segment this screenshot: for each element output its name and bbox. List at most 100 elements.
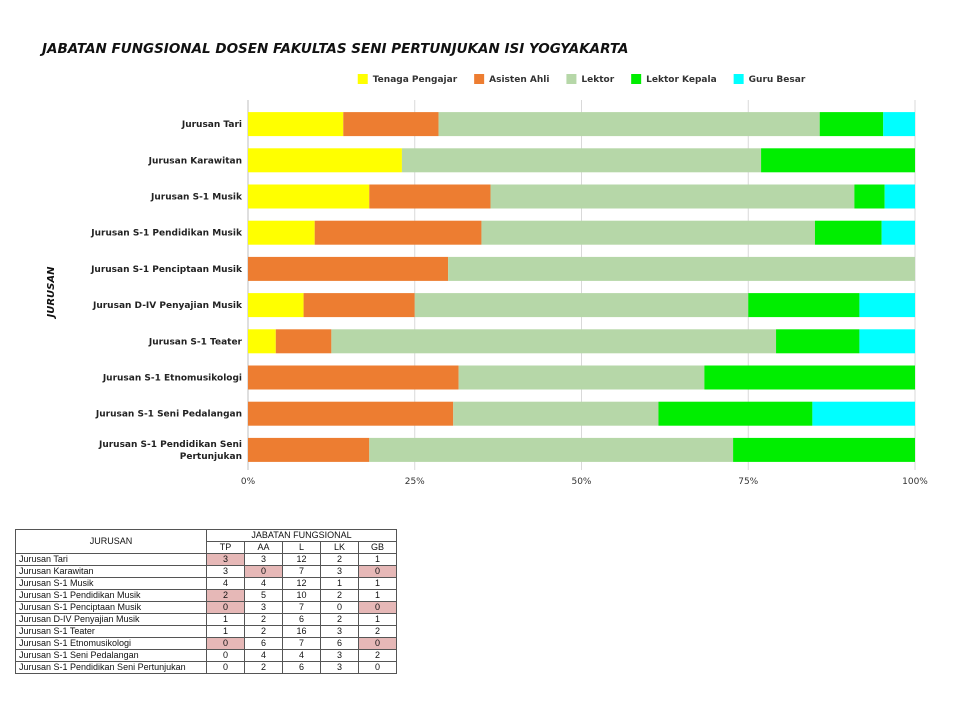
table-cell-value: 2: [320, 589, 359, 602]
data-table: JURUSAN JABATAN FUNGSIONAL TP AA L LK GB Jur…: [15, 529, 397, 674]
bar-segment-asisten-ahli: [369, 184, 491, 209]
table-column-header: L: [282, 541, 321, 554]
legend-item-lektor-kepala: Lektor Kepala: [631, 74, 717, 85]
table-row: Jurusan S-1 Pendidikan Seni Pertunjukan 0…: [15, 661, 397, 674]
bar-segment-lektor: [448, 256, 915, 281]
legend-item-tenaga-pengajar: Tenaga Pengajar: [357, 74, 458, 85]
table-column-header: LK: [320, 541, 359, 554]
legend-swatch: [474, 74, 485, 84]
x-tick-label: 0%: [241, 477, 256, 487]
table-cell-value: 3: [244, 553, 283, 566]
bars: [248, 112, 915, 462]
table-cell-value: 5: [244, 589, 283, 602]
bar-segment-lektor: [369, 437, 734, 462]
table-row: Jurusan Tari 3 3 12 2 1: [15, 553, 397, 566]
category-label: Jurusan S-1 Seni Pedalangan: [95, 410, 242, 420]
table-cell-value: 12: [282, 577, 321, 590]
table-row: Jurusan D-IV Penyajian Musik 1 2 6 2 1: [15, 613, 397, 626]
legend-label: Lektor Kepala: [646, 75, 716, 85]
table-cell-value: 6: [282, 661, 321, 674]
bar-segment-lektor: [453, 401, 659, 426]
table-cell-value: 3: [244, 601, 283, 614]
bar-segment-tenaga-pengajar: [248, 329, 276, 354]
bar-segment-lektor-kepala: [658, 401, 813, 426]
table-column-header: AA: [244, 541, 283, 554]
table-cell-value: 0: [206, 601, 245, 614]
table-cell-value: 1: [320, 577, 359, 590]
table-body: Jurusan Tari 3 3 12 2 1 Jurusan Karawitan 3 0 7 3 0…: [15, 553, 397, 674]
table-row: Jurusan S-1 Penciptaan Musik 0 3 7 0 0: [15, 601, 397, 614]
table-cell-value: 3: [320, 565, 359, 578]
table-cell-value: 3: [206, 553, 245, 566]
table-cell-value: 0: [206, 649, 245, 662]
bar-segment-lektor-kepala: [748, 293, 860, 318]
table-cell-value: 0: [206, 637, 245, 650]
table-cell-value: 2: [320, 553, 359, 566]
table-cell-value: 2: [206, 589, 245, 602]
table-cell-value: 3: [206, 565, 245, 578]
table-cell-value: 3: [320, 625, 359, 638]
bar-segment-asisten-ahli: [343, 112, 439, 137]
bar-segment-guru-besar: [883, 112, 915, 137]
bar-segment-asisten-ahli: [314, 220, 482, 245]
table-cell-value: 4: [244, 577, 283, 590]
bar-segment-guru-besar: [859, 329, 915, 354]
table-cell-jurusan: Jurusan Karawitan: [15, 565, 207, 578]
table-row: Jurusan S-1 Pendidikan Musik 2 5 10 2 1: [15, 589, 397, 602]
chart-title: JABATAN FUNGSIONAL DOSEN FAKULTAS SENI P…: [39, 41, 629, 57]
table-row: Jurusan S-1 Teater 1 2 16 3 2: [15, 625, 397, 638]
table-cell-jurusan: Jurusan S-1 Musik: [15, 577, 207, 590]
legend-label: Asisten Ahli: [489, 75, 549, 85]
legend-swatch: [566, 74, 577, 84]
bar-segment-lektor: [458, 365, 705, 390]
bar-segment-guru-besar: [881, 220, 915, 245]
category-label: Jurusan S-1 Teater: [148, 337, 243, 347]
bar-segment-lektor-kepala: [733, 437, 915, 462]
table-cell-value: 6: [282, 613, 321, 626]
table-cell-value: 0: [358, 601, 397, 614]
table-cell-value: 7: [282, 565, 321, 578]
bar-segment-asisten-ahli: [248, 365, 459, 390]
legend-swatch: [631, 74, 642, 84]
table-cell-value: 1: [358, 589, 397, 602]
bar-segment-tenaga-pengajar: [248, 293, 304, 318]
stacked-bar-chart: JABATAN FUNGSIONAL DOSEN FAKULTAS SENI P…: [39, 41, 928, 487]
legend-label: Tenaga Pengajar: [373, 75, 458, 85]
legend-item-lektor: Lektor: [566, 74, 615, 85]
bar-segment-tenaga-pengajar: [248, 184, 370, 209]
bar-segment-asisten-ahli: [248, 256, 449, 281]
table-cell-value: 1: [206, 613, 245, 626]
table-column-header: GB: [358, 541, 397, 554]
bar-segment-lektor-kepala: [814, 220, 882, 245]
bar-segment-lektor: [490, 184, 855, 209]
legend-item-asisten-ahli: Asisten Ahli: [474, 74, 549, 85]
bar-segment-lektor-kepala: [854, 184, 885, 209]
bar-segment-guru-besar: [859, 293, 915, 318]
table-cell-jurusan: Jurusan Tari: [15, 553, 207, 566]
bar-segment-lektor-kepala: [819, 112, 884, 137]
table-cell-jurusan: Jurusan S-1 Etnomusikologi: [15, 637, 207, 650]
y-axis-title: JURUSAN: [46, 266, 57, 320]
category-label: Jurusan S-1 Penciptaan Musik: [90, 265, 243, 275]
table-cell-value: 7: [282, 637, 321, 650]
category-labels: Jurusan Tari Jurusan Karawitan Jurusan S-1…: [90, 120, 243, 462]
table-row: Jurusan S-1 Seni Pedalangan 0 4 4 3 2: [15, 649, 397, 662]
category-label: Jurusan D-IV Penyajian Musik: [92, 301, 243, 311]
table-cell-value: 6: [244, 637, 283, 650]
category-label: Jurusan Karawitan: [148, 156, 242, 166]
category-label: Jurusan S-1 Musik: [150, 193, 243, 203]
x-tick-label: 25%: [405, 477, 425, 487]
table-cell-value: 1: [358, 553, 397, 566]
bar-segment-lektor-kepala: [704, 365, 915, 390]
table-row: Jurusan S-1 Etnomusikologi 0 6 7 6 0: [15, 637, 397, 650]
table-cell-value: 0: [206, 661, 245, 674]
x-axis-ticks: 0% 25% 50% 75% 100%: [241, 477, 928, 487]
legend-swatch: [733, 74, 744, 84]
table-cell-jurusan: Jurusan S-1 Penciptaan Musik: [15, 601, 207, 614]
bar-segment-asisten-ahli: [303, 293, 415, 318]
table-cell-value: 1: [358, 577, 397, 590]
table-cell-value: 3: [320, 649, 359, 662]
bar-segment-lektor-kepala: [761, 148, 915, 173]
category-label: Jurusan Tari: [181, 120, 242, 130]
category-label: Jurusan S-1 Pendidikan Musik: [90, 229, 243, 239]
